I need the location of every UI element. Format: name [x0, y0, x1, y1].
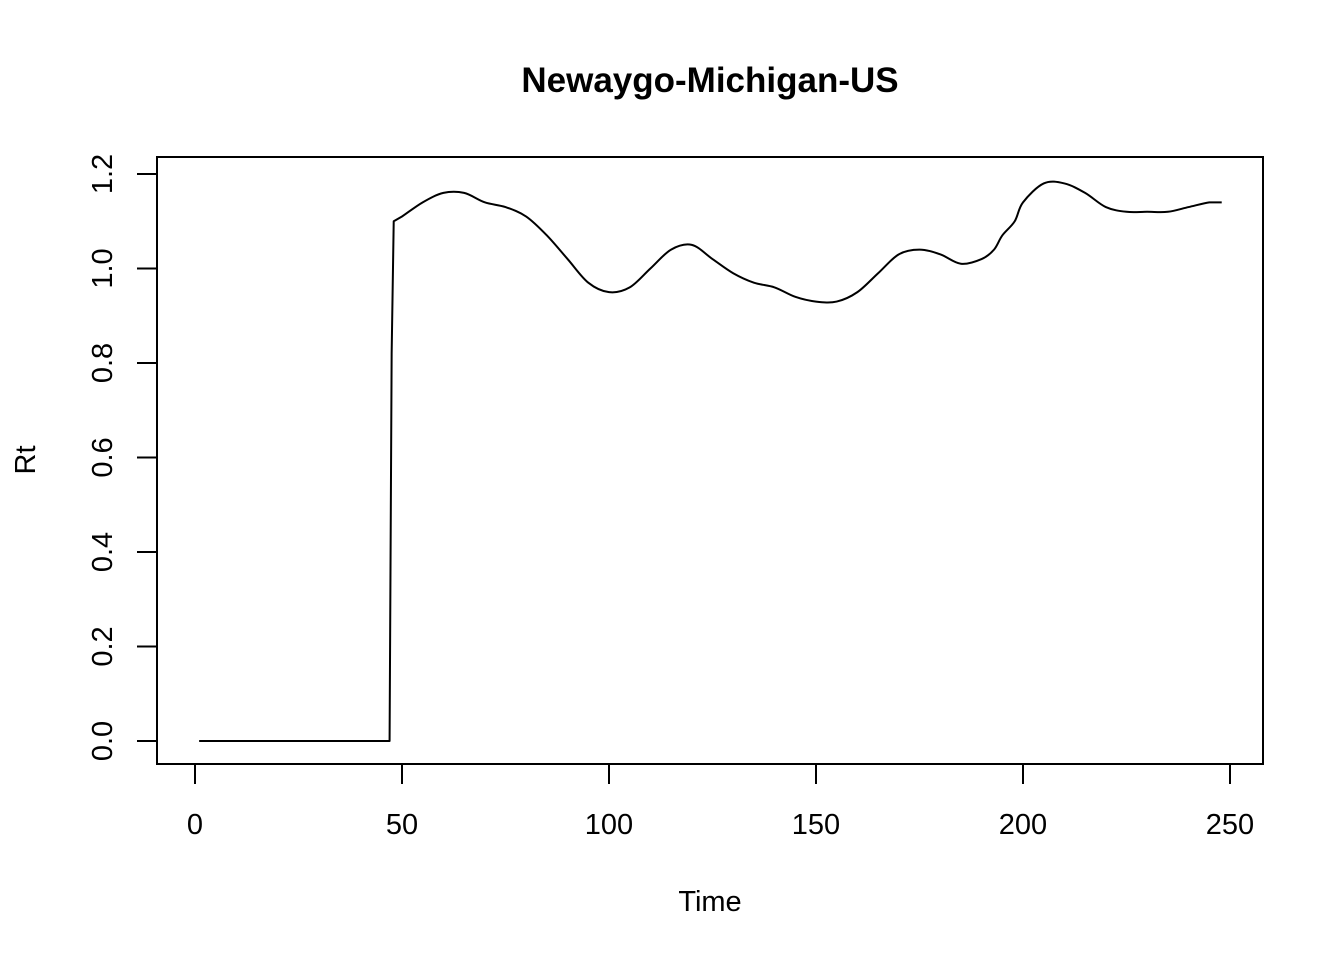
- y-tick-label: 0.8: [87, 343, 119, 383]
- y-tick-label: 0.4: [87, 532, 119, 572]
- x-axis: 0 50 100 150 200 250: [187, 764, 1254, 841]
- x-axis-label: Time: [678, 886, 741, 918]
- y-tick-label: 1.2: [87, 154, 119, 194]
- x-tick-label: 250: [1206, 809, 1254, 841]
- y-tick-label: 0.6: [87, 437, 119, 477]
- chart-title: Newaygo-Michigan-US: [521, 61, 898, 100]
- x-tick-label: 0: [187, 809, 203, 841]
- x-tick-label: 200: [999, 809, 1047, 841]
- y-tick-label: 1.0: [87, 248, 119, 288]
- y-tick-label: 0.0: [87, 721, 119, 761]
- x-tick-label: 150: [792, 809, 840, 841]
- y-axis-label: Rt: [10, 446, 42, 475]
- y-axis: 0.0 0.2 0.4 0.6 0.8 1.0 1.2: [87, 154, 157, 761]
- series-line: [199, 180, 1222, 742]
- y-tick-label: 0.2: [87, 626, 119, 666]
- x-tick-label: 50: [386, 809, 418, 841]
- x-tick-label: 100: [585, 809, 633, 841]
- plot-frame: [156, 156, 1264, 765]
